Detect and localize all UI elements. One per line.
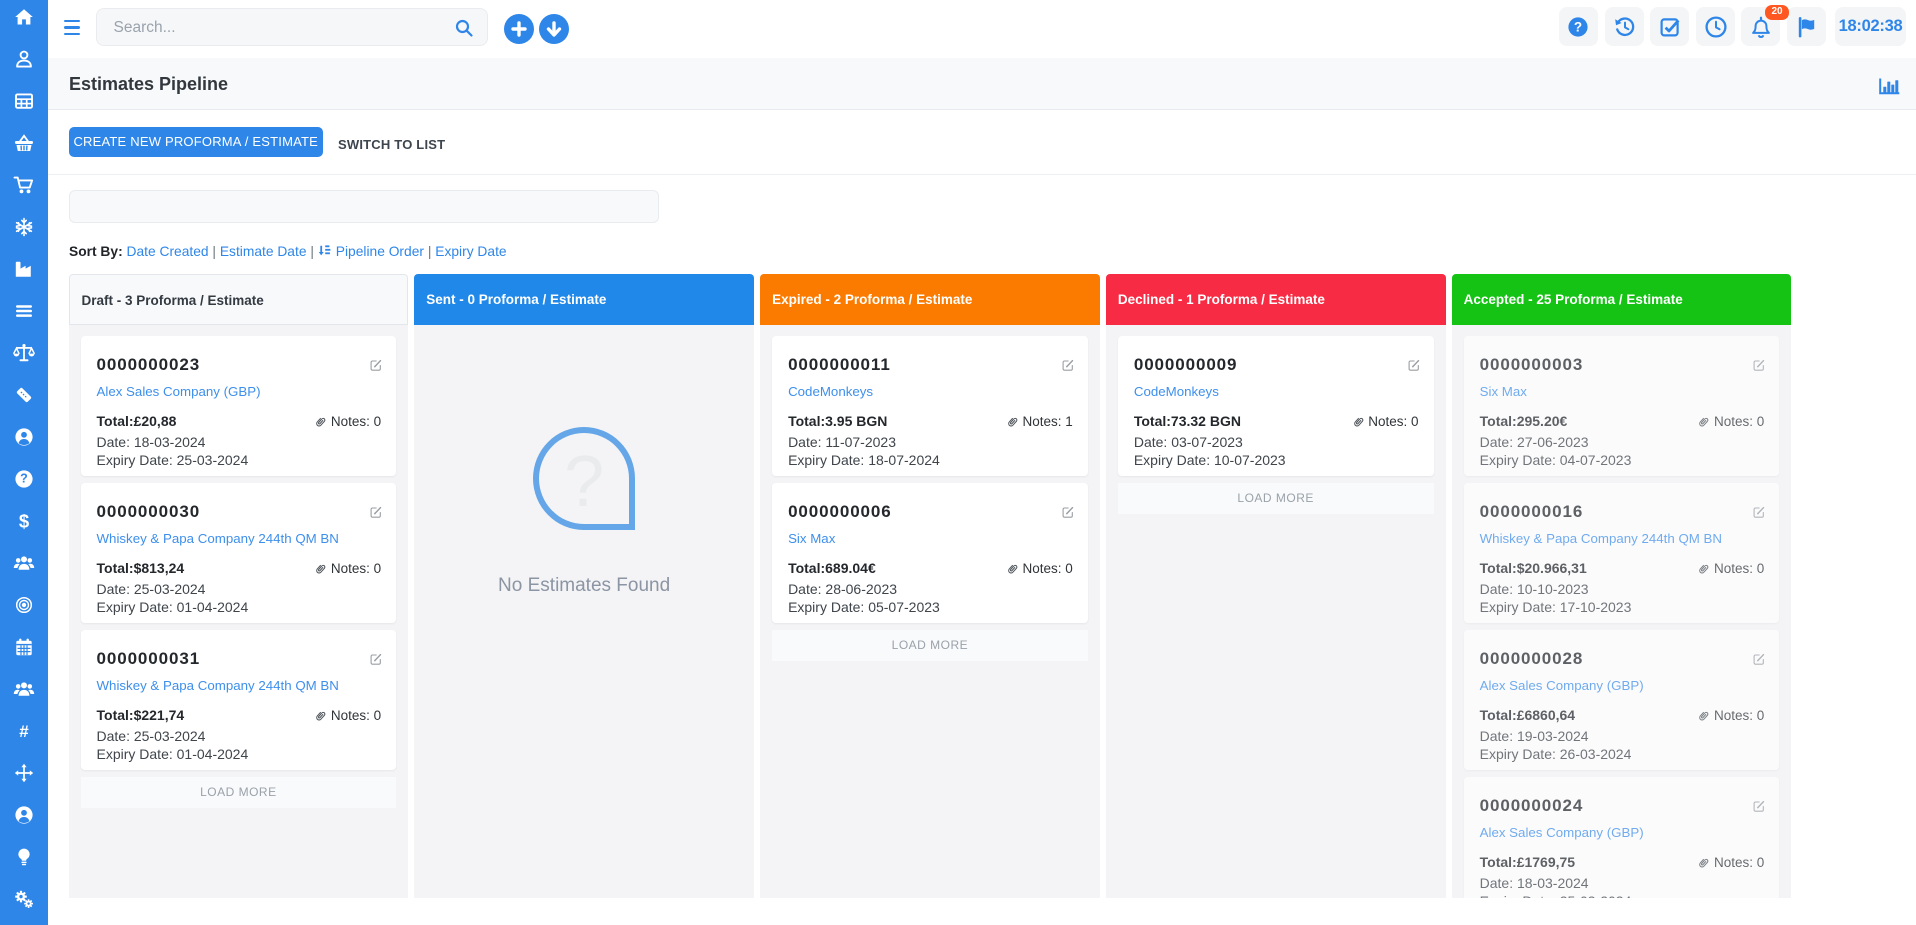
svg-text:$: $ — [19, 511, 30, 531]
svg-text:?: ? — [1574, 19, 1582, 34]
svg-text:#: # — [19, 722, 29, 741]
svg-text:?: ? — [20, 472, 28, 486]
